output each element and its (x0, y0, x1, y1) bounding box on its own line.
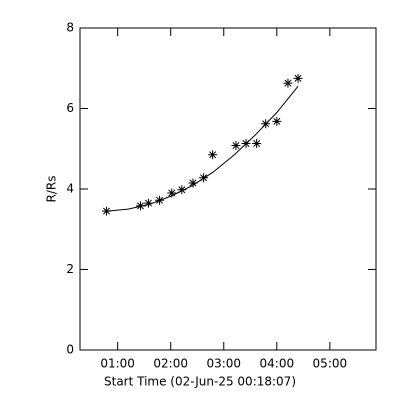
data-point (272, 116, 282, 126)
x-tick-label: 02:00 (153, 357, 188, 371)
x-axis-label: Start Time (02-Jun-25 00:18:07) (104, 375, 296, 389)
y-tick-label: 2 (66, 262, 74, 276)
y-tick-label: 6 (66, 101, 74, 115)
data-point (143, 198, 153, 208)
data-point (208, 150, 218, 160)
y-tick-label: 0 (66, 343, 74, 357)
data-point (177, 185, 187, 195)
x-tick-label: 04:00 (260, 357, 295, 371)
x-tick-label: 05:00 (313, 357, 348, 371)
plot-frame (79, 27, 377, 351)
data-point (167, 188, 177, 198)
data-point (102, 206, 112, 216)
y-tick-label: 4 (66, 182, 74, 196)
data-point (252, 139, 262, 149)
data-point (283, 78, 293, 88)
x-tick-label: 01:00 (100, 357, 135, 371)
data-point (231, 141, 241, 151)
data-point (188, 178, 198, 188)
y-tick-label: 8 (66, 21, 74, 35)
x-tick-label: 03:00 (206, 357, 241, 371)
fit-curve (107, 86, 299, 212)
y-axis-label: R/Rs (45, 176, 59, 203)
data-point (293, 73, 303, 83)
